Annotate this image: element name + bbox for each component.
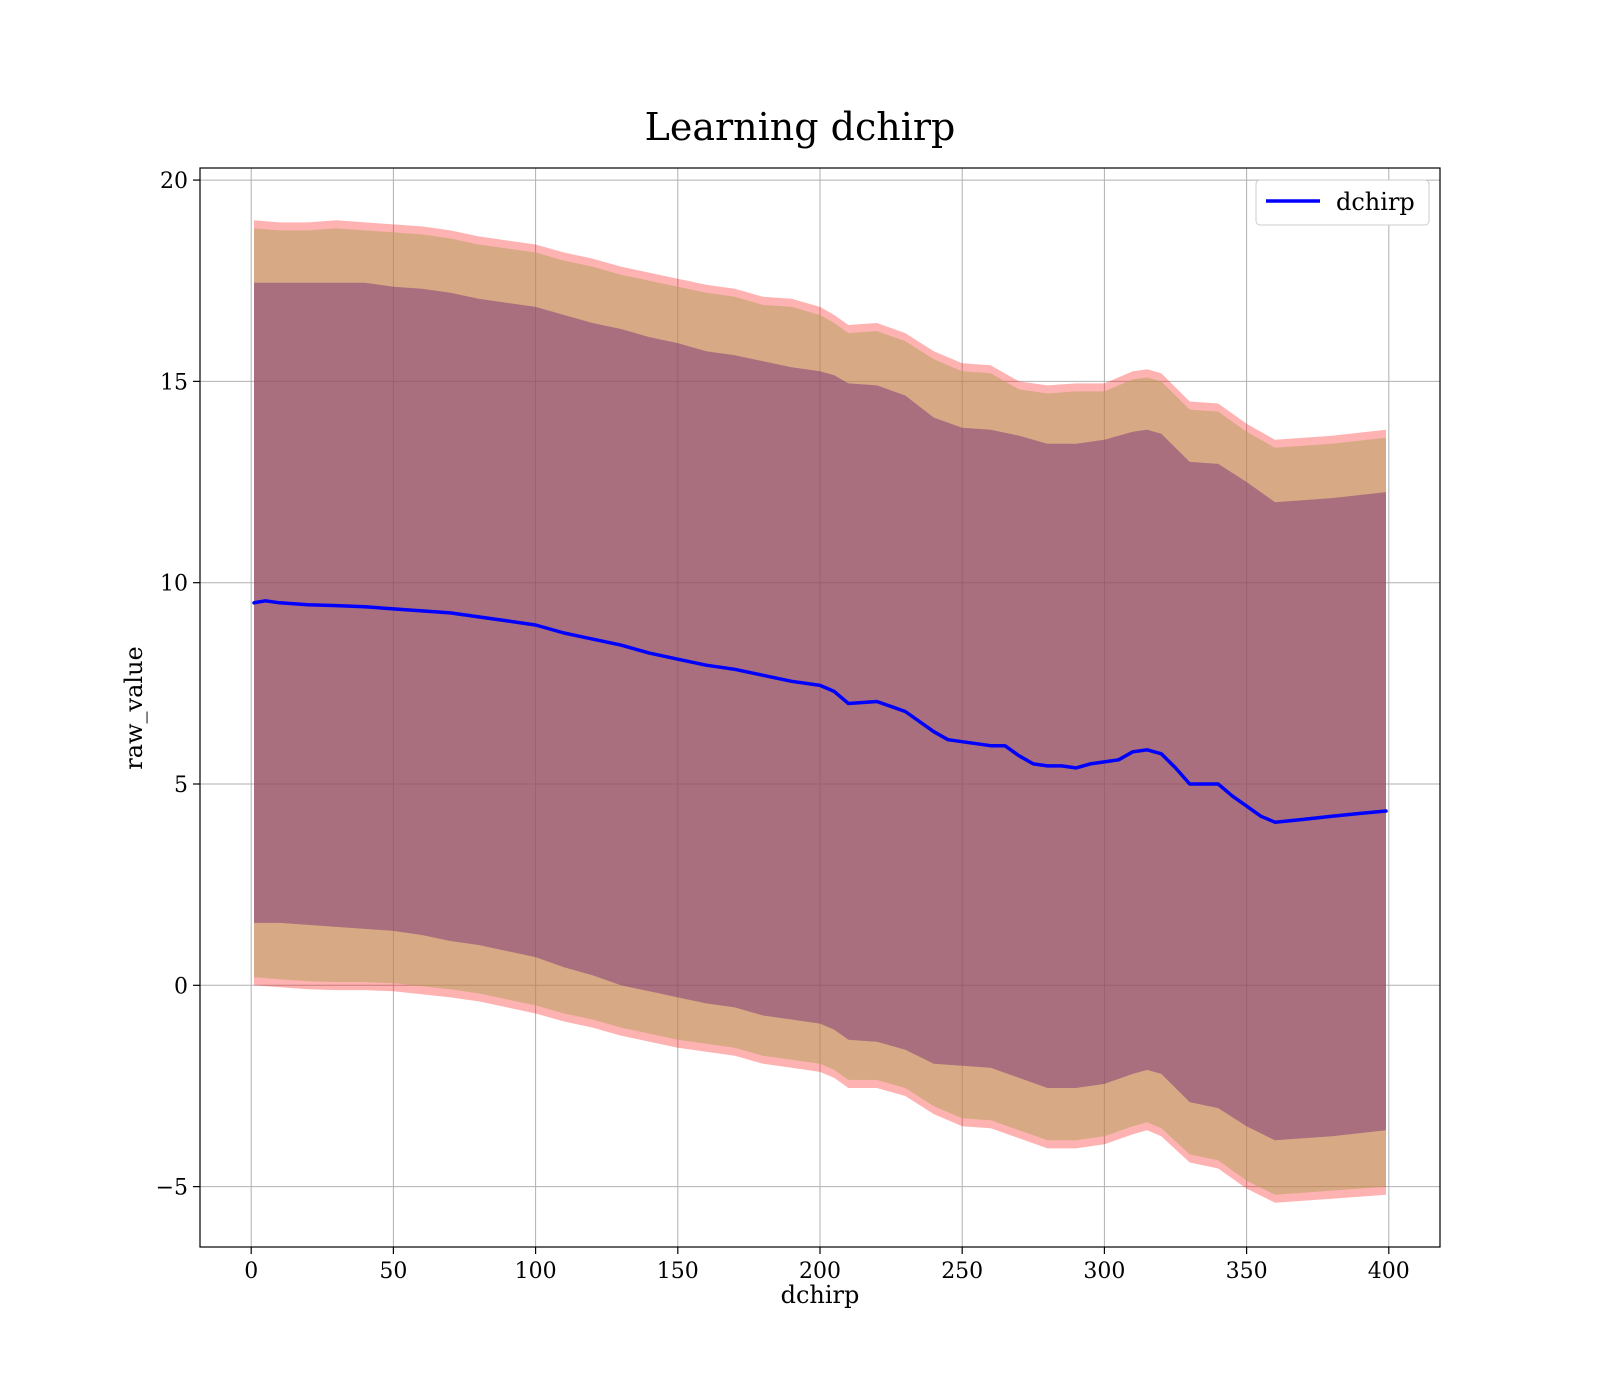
y-tick-label: 0 bbox=[174, 974, 188, 999]
y-tick-label: −5 bbox=[156, 1176, 188, 1201]
legend-label-dchirp: dchirp bbox=[1336, 188, 1415, 216]
y-tick-label: 5 bbox=[174, 773, 188, 798]
legend-box bbox=[1255, 179, 1430, 226]
x-tick-label: 150 bbox=[657, 1259, 699, 1284]
band-1 bbox=[254, 228, 1386, 1195]
x-tick-label: 100 bbox=[515, 1259, 557, 1284]
band-2 bbox=[254, 282, 1386, 1141]
y-tick-label: 15 bbox=[160, 370, 188, 395]
x-tick-label: 400 bbox=[1368, 1259, 1410, 1284]
series-line-dchirp bbox=[252, 599, 1388, 824]
y-tick-label: 10 bbox=[160, 572, 188, 597]
confidence-bands bbox=[254, 220, 1386, 1203]
legend: dchirp bbox=[1255, 179, 1430, 226]
x-tick-label: 350 bbox=[1226, 1259, 1268, 1284]
x-tick-label: 200 bbox=[799, 1259, 841, 1284]
x-axis-title: dchirp bbox=[781, 1281, 860, 1309]
series-lines bbox=[252, 599, 1388, 824]
x-tick-label: 300 bbox=[1083, 1259, 1125, 1284]
axis-ticks: 0 50 100 150 200 250 300 350 400 −5 0 5 10 15 20 bbox=[156, 169, 1410, 1284]
x-tick-label: 0 bbox=[244, 1259, 258, 1284]
x-tick-label: 250 bbox=[941, 1259, 983, 1284]
y-tick-label: 20 bbox=[160, 169, 188, 194]
chart-title: Learning dchirp bbox=[645, 105, 956, 149]
y-axis-title: raw_value bbox=[120, 646, 148, 770]
x-tick-label: 50 bbox=[379, 1259, 407, 1284]
